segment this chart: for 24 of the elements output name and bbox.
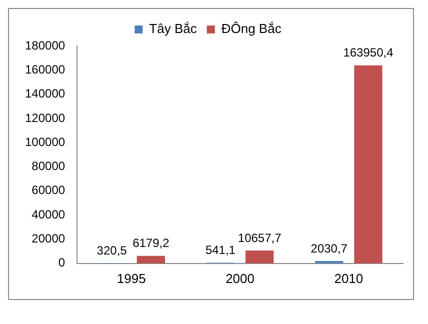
data-label: 2030,7 xyxy=(310,241,348,256)
y-tick-label: 180000 xyxy=(24,38,66,52)
bar xyxy=(246,250,274,264)
y-tick-label: 80000 xyxy=(32,159,66,174)
bar xyxy=(136,256,166,264)
y-tick-label: 140000 xyxy=(24,86,66,101)
y-tick-label: 0 xyxy=(58,256,66,270)
data-label: 163950,4 xyxy=(343,46,394,60)
y-tick-label: 100000 xyxy=(24,134,66,149)
y-tick-label: 160000 xyxy=(24,62,66,76)
legend-label: Tây Bắc xyxy=(149,21,198,36)
data-label: 10657,7 xyxy=(238,230,282,245)
data-label: 541,1 xyxy=(205,243,236,258)
y-tick-label: 20000 xyxy=(32,232,66,246)
y-tick-label: 120000 xyxy=(24,110,66,125)
y-tick-label: 40000 xyxy=(32,207,66,222)
x-tick-label: 2000 xyxy=(226,270,254,286)
data-label: 6179,2 xyxy=(132,236,170,250)
y-tick-label: 60000 xyxy=(32,183,66,198)
x-tick-label: 1995 xyxy=(116,270,146,286)
data-label: 320,5 xyxy=(96,243,128,258)
legend-label: ĐÔng Bắc xyxy=(221,21,282,36)
x-tick-label: 2010 xyxy=(334,270,364,286)
bar xyxy=(354,65,382,264)
